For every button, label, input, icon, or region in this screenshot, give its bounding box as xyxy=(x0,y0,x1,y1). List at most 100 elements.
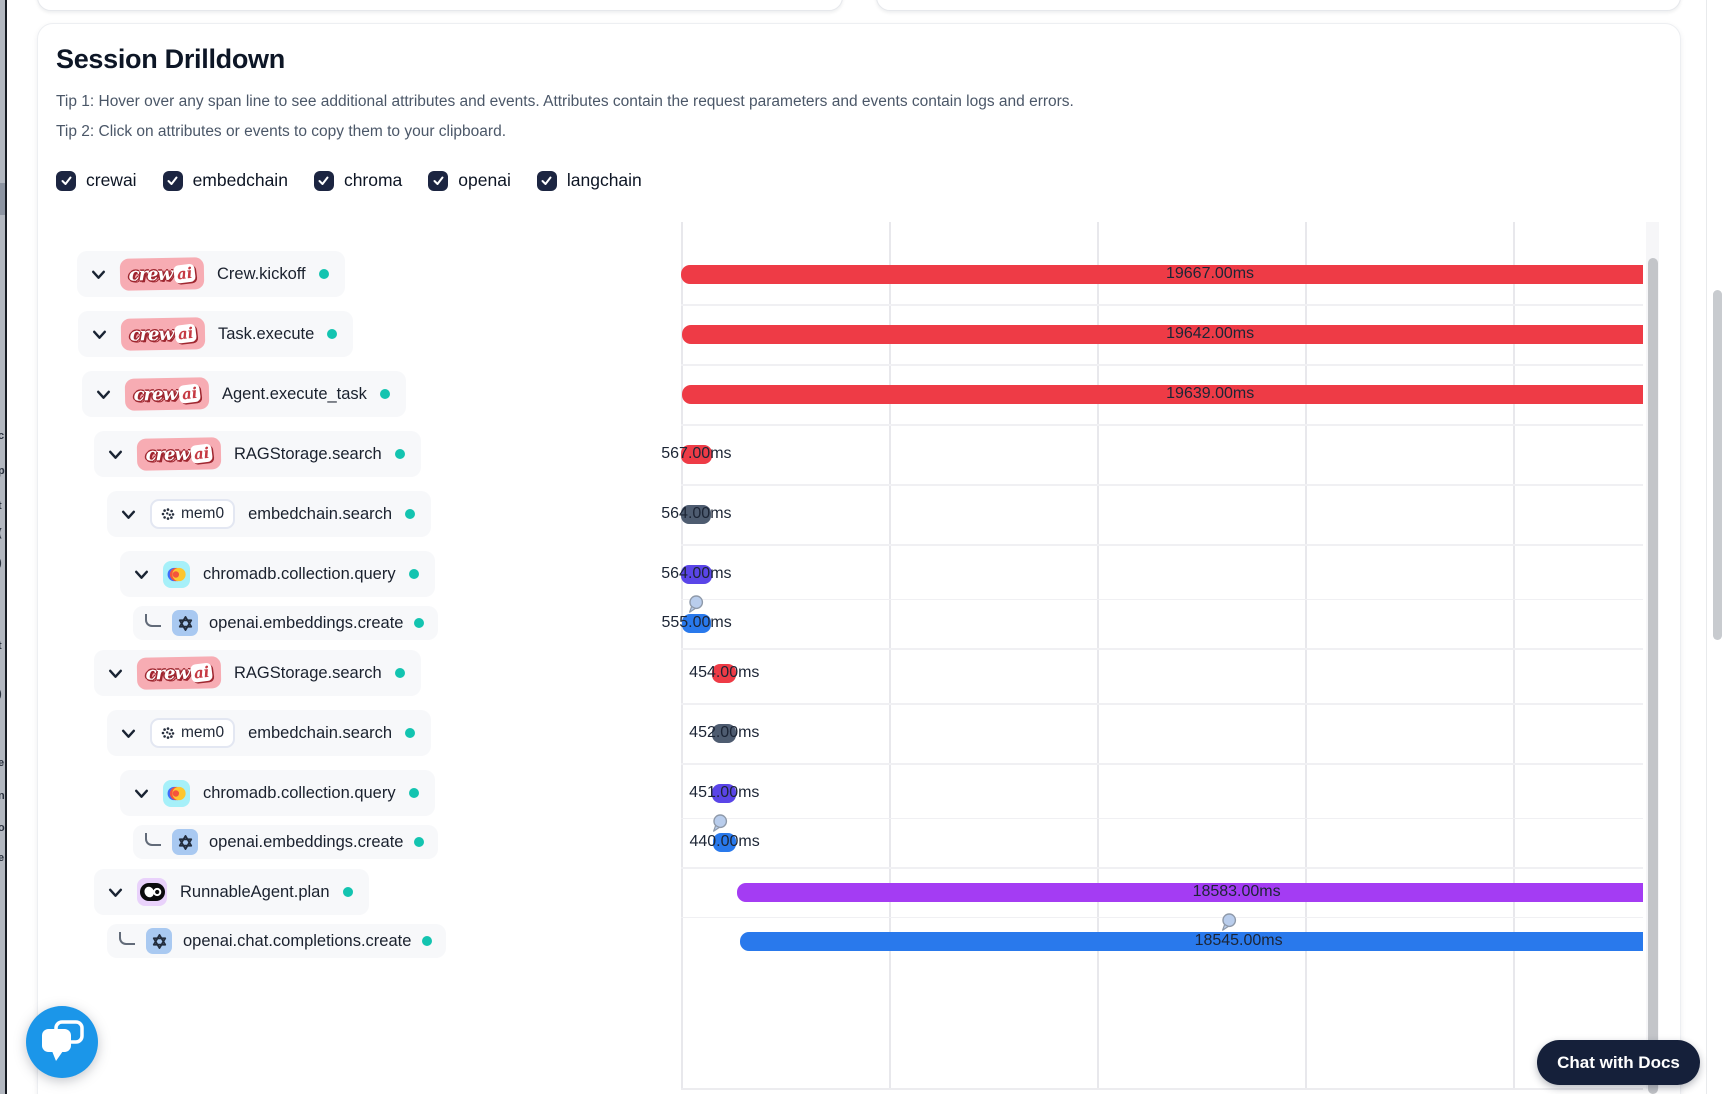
span-bar[interactable] xyxy=(681,564,712,584)
chevron-down-icon[interactable] xyxy=(107,884,124,901)
span-bar[interactable] xyxy=(681,444,712,464)
status-dot xyxy=(394,668,405,678)
mem0-knot-icon xyxy=(161,727,175,739)
row-separator xyxy=(681,648,1643,650)
span-row-11[interactable]: RunnableAgent.plan xyxy=(94,869,369,915)
row-separator xyxy=(681,304,1643,306)
span-row-6[interactable]: openai.embeddings.create xyxy=(133,606,439,640)
span-bar[interactable] xyxy=(736,882,1643,902)
filter-checkbox-openai[interactable] xyxy=(428,170,449,191)
chevron-down-icon[interactable] xyxy=(90,266,107,283)
filter-item-embedchain[interactable]: embedchain xyxy=(162,170,288,191)
event-bubble-icon[interactable] xyxy=(712,813,728,838)
span-name: RAGStorage.search xyxy=(234,663,382,682)
row-separator xyxy=(681,484,1643,486)
chart-scrollbar-thumb[interactable] xyxy=(1648,258,1658,1094)
span-row-7[interactable]: crew ai RAGStorage.search xyxy=(94,650,421,696)
background-text-fragment: ( xyxy=(0,527,2,539)
span-bar[interactable] xyxy=(712,832,737,852)
page-scrollbar-thumb[interactable] xyxy=(1713,290,1722,640)
chevron-down-icon[interactable] xyxy=(95,386,112,403)
span-name: Agent.execute_task xyxy=(222,384,367,403)
span-row-9[interactable]: chromadb.collection.query xyxy=(120,770,435,816)
row-separator xyxy=(681,364,1643,366)
timeline-gridline xyxy=(1097,222,1100,1089)
span-row-3[interactable]: crew ai RAGStorage.search xyxy=(94,431,421,477)
chat-with-docs-label: Chat with Docs xyxy=(1557,1052,1680,1072)
span-duration-label: 18583.00ms xyxy=(1192,883,1281,900)
event-bubble-icon[interactable] xyxy=(1221,912,1237,937)
filter-label: crewai xyxy=(86,170,137,190)
chevron-down-icon[interactable] xyxy=(120,506,137,523)
chat-bubbles-icon xyxy=(26,1006,98,1078)
background-text-fragment: e xyxy=(0,757,4,769)
span-row-0[interactable]: crew ai Crew.kickoff xyxy=(77,251,345,297)
status-dot xyxy=(414,618,425,628)
span-row-4[interactable]: mem0 embedchain.search xyxy=(107,491,432,537)
row-separator xyxy=(681,598,1643,600)
span-row-10[interactable]: openai.embeddings.create xyxy=(133,825,439,859)
span-duration-label: 567.00ms xyxy=(661,445,732,462)
filter-item-crewai[interactable]: crewai xyxy=(56,170,137,191)
filter-checkbox-embedchain[interactable] xyxy=(162,170,183,191)
span-bar[interactable] xyxy=(712,783,737,803)
status-dot xyxy=(405,509,416,519)
filter-checkbox-chroma[interactable] xyxy=(313,170,334,191)
chevron-down-icon[interactable] xyxy=(120,725,137,742)
span-bar[interactable] xyxy=(712,723,737,743)
filter-item-langchain[interactable]: langchain xyxy=(536,170,642,191)
chevron-down-icon[interactable] xyxy=(107,665,124,682)
status-dot xyxy=(405,728,416,738)
chevron-down-icon[interactable] xyxy=(91,326,108,343)
openai-logo xyxy=(172,610,198,636)
filter-item-chroma[interactable]: chroma xyxy=(313,170,402,191)
span-bar[interactable] xyxy=(681,324,1643,344)
span-duration-label: 555.00ms xyxy=(661,614,732,631)
status-dot xyxy=(318,269,329,279)
chat-launcher-button[interactable] xyxy=(25,1005,99,1079)
crewai-logo: crew ai xyxy=(136,656,222,690)
span-name: embedchain.search xyxy=(248,723,393,742)
timeline-gridline xyxy=(1305,222,1308,1089)
span-bar[interactable] xyxy=(739,931,1643,951)
chevron-down-icon[interactable] xyxy=(133,566,150,583)
filter-checkbox-langchain[interactable] xyxy=(536,170,557,191)
status-dot xyxy=(408,569,419,579)
chevron-down-icon[interactable] xyxy=(133,785,150,802)
background-text-fragment: c xyxy=(0,430,4,442)
filter-item-openai[interactable]: openai xyxy=(428,170,511,191)
span-duration-label: 452.00ms xyxy=(689,724,760,741)
timeline-gridline xyxy=(681,222,683,1089)
span-name: embedchain.search xyxy=(248,504,393,523)
span-row-5[interactable]: chromadb.collection.query xyxy=(120,551,435,597)
span-row-2[interactable]: crew ai Agent.execute_task xyxy=(82,371,406,417)
checkmark-icon xyxy=(541,176,552,185)
chevron-down-icon[interactable] xyxy=(107,446,124,463)
tree-connector-icon xyxy=(119,931,135,945)
checkmark-icon xyxy=(318,176,329,185)
span-name: chromadb.collection.query xyxy=(203,783,396,802)
span-row-1[interactable]: crew ai Task.execute xyxy=(78,311,354,357)
span-bar[interactable] xyxy=(681,613,712,633)
span-duration-label: 454.00ms xyxy=(689,664,760,681)
span-row-8[interactable]: mem0 embedchain.search xyxy=(107,710,432,756)
filter-checkbox-crewai[interactable] xyxy=(56,170,76,191)
span-name: Task.execute xyxy=(218,324,315,343)
background-text-fragment: n xyxy=(0,790,5,802)
openai-logo xyxy=(146,928,172,954)
span-bar[interactable] xyxy=(712,663,737,683)
span-row-12[interactable]: openai.chat.completions.create xyxy=(107,924,447,958)
langchain-logo xyxy=(137,878,167,906)
event-bubble-icon[interactable] xyxy=(688,594,704,619)
integration-filters: crewai embedchain chroma openai langchain xyxy=(56,170,642,191)
row-separator xyxy=(681,763,1643,765)
span-bar[interactable] xyxy=(681,504,712,524)
timeline-gridline xyxy=(1513,222,1516,1089)
row-separator xyxy=(681,916,1643,918)
chat-with-docs-button[interactable]: Chat with Docs xyxy=(1537,1040,1700,1085)
span-bar[interactable] xyxy=(681,264,1643,284)
background-card-top-left xyxy=(37,0,843,11)
span-name: RAGStorage.search xyxy=(234,444,382,463)
span-bar[interactable] xyxy=(681,384,1643,404)
crewai-logo: crew ai xyxy=(136,437,222,471)
